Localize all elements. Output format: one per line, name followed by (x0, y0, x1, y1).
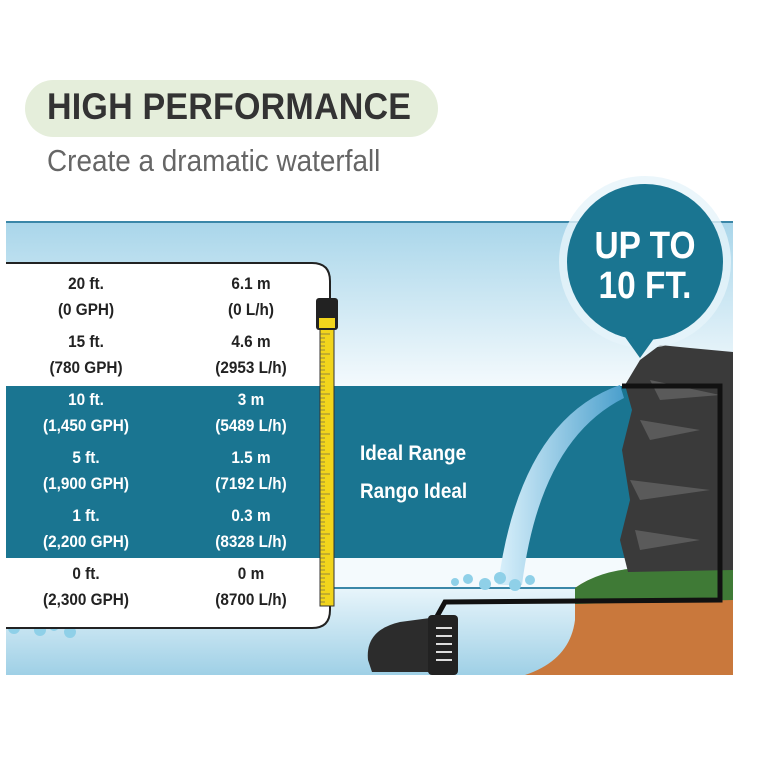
imperial-cell: 20 ft. (0 GPH) (11, 271, 161, 323)
flow-gph: (2,300 GPH) (43, 590, 129, 609)
pump-icon (367, 615, 458, 675)
height-ft: 10 ft. (68, 390, 104, 409)
height-m: 0 m (237, 564, 265, 583)
flow-lh: (8700 L/h) (215, 590, 287, 609)
height-ft: 20 ft. (68, 274, 104, 293)
metric-cell: 3 m (5489 L/h) (176, 387, 326, 439)
flow-gph: (1,900 GPH) (43, 474, 129, 493)
flow-gph: (2,200 GPH) (43, 532, 129, 551)
metric-cell: 0.3 m (8328 L/h) (176, 503, 326, 555)
imperial-cell: 1 ft. (2,200 GPH) (11, 503, 161, 555)
height-ft: 1 ft. (72, 506, 100, 525)
flow-gph: (1,450 GPH) (43, 416, 129, 435)
height-m: 3 m (237, 390, 265, 409)
flow-gph: (780 GPH) (49, 358, 123, 377)
performance-table: 20 ft. (0 GPH) 6.1 m (0 L/h) 15 ft. (780 GPH)… (6, 263, 330, 628)
height-m: 1.5 m (231, 448, 271, 467)
metric-cell: 6.1 m (0 L/h) (176, 271, 326, 323)
metric-cell: 4.6 m (2953 L/h) (176, 329, 326, 381)
height-ft: 15 ft. (68, 332, 104, 351)
table-row: 5 ft. (1,900 GPH) 1.5 m (7192 L/h) (6, 445, 306, 503)
flow-lh: (8328 L/h) (215, 532, 287, 551)
ideal-range-label-es: Rango Ideal (360, 480, 468, 503)
grass (575, 566, 733, 604)
imperial-cell: 15 ft. (780 GPH) (11, 329, 161, 381)
table-row: 10 ft. (1,450 GPH) 3 m (5489 L/h) (6, 387, 306, 445)
page-title: HIGH PERFORMANCE (47, 86, 412, 127)
callout-bubble (559, 176, 731, 358)
page-subtitle: Create a dramatic waterfall (47, 143, 381, 178)
title-banner (25, 80, 438, 137)
table-row: 20 ft. (0 GPH) 6.1 m (0 L/h) (6, 271, 306, 329)
metric-cell: 0 m (8700 L/h) (176, 561, 326, 613)
rock-waterfall-icon (620, 345, 733, 572)
height-m: 0.3 m (231, 506, 271, 525)
table-row: 0 ft. (2,300 GPH) 0 m (8700 L/h) (6, 561, 306, 619)
table-row: 1 ft. (2,200 GPH) 0.3 m (8328 L/h) (6, 503, 306, 561)
flow-gph: (0 GPH) (57, 300, 115, 319)
flow-lh: (5489 L/h) (215, 416, 287, 435)
flow-lh: (7192 L/h) (215, 474, 287, 493)
waterfall (498, 385, 624, 585)
imperial-cell: 0 ft. (2,300 GPH) (11, 561, 161, 613)
imperial-cell: 5 ft. (1,900 GPH) (11, 445, 161, 497)
hose (432, 383, 723, 622)
ideal-range-label-en: Ideal Range (360, 442, 467, 465)
callout-line-2: 10 FT. (598, 265, 692, 307)
height-m: 4.6 m (231, 332, 271, 351)
height-ft: 0 ft. (72, 564, 100, 583)
imperial-cell: 10 ft. (1,450 GPH) (11, 387, 161, 439)
max-height-callout: UP TO 10 FT. (579, 226, 711, 306)
table-row: 15 ft. (780 GPH) 4.6 m (2953 L/h) (6, 329, 306, 387)
metric-cell: 1.5 m (7192 L/h) (176, 445, 326, 497)
table-ideal-band (6, 386, 324, 558)
tape-measure-icon (316, 298, 338, 607)
flow-lh: (2953 L/h) (215, 358, 287, 377)
height-m: 6.1 m (231, 274, 271, 293)
flow-lh: (0 L/h) (228, 300, 274, 319)
height-ft: 5 ft. (72, 448, 100, 467)
callout-line-1: UP TO (594, 225, 696, 267)
